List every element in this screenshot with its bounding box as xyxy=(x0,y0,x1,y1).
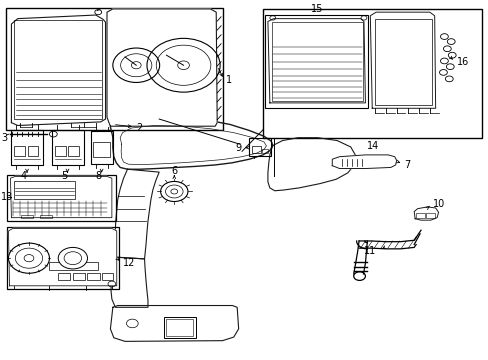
Text: 4: 4 xyxy=(21,171,27,181)
Text: 12: 12 xyxy=(122,258,135,268)
Bar xyxy=(166,319,193,336)
Bar xyxy=(163,317,195,338)
Polygon shape xyxy=(111,257,148,307)
Bar xyxy=(5,8,222,130)
Text: 16: 16 xyxy=(456,57,468,67)
Bar xyxy=(27,145,38,156)
Circle shape xyxy=(160,181,187,202)
Text: 9: 9 xyxy=(235,143,241,153)
Text: 7: 7 xyxy=(403,159,409,170)
Text: 5: 5 xyxy=(61,171,67,181)
Polygon shape xyxy=(110,116,272,169)
Text: 6: 6 xyxy=(171,166,177,176)
Circle shape xyxy=(8,243,49,273)
Text: 15: 15 xyxy=(310,4,322,14)
Bar xyxy=(52,130,83,165)
Bar xyxy=(6,175,116,221)
Bar xyxy=(11,130,43,165)
Bar xyxy=(415,213,424,218)
Bar xyxy=(262,149,267,153)
Text: 3: 3 xyxy=(1,133,7,143)
Bar xyxy=(55,145,65,156)
Polygon shape xyxy=(114,169,159,259)
Polygon shape xyxy=(107,9,217,126)
Polygon shape xyxy=(8,228,117,286)
Polygon shape xyxy=(369,12,435,108)
Bar xyxy=(249,138,271,156)
Bar xyxy=(73,273,85,280)
Bar xyxy=(14,181,75,199)
Polygon shape xyxy=(331,155,396,168)
Text: 13: 13 xyxy=(1,192,13,202)
Text: 8: 8 xyxy=(96,171,102,181)
Polygon shape xyxy=(267,138,355,191)
Text: 11: 11 xyxy=(363,246,375,256)
Text: 10: 10 xyxy=(432,199,444,210)
Bar xyxy=(68,145,79,156)
Bar xyxy=(6,226,119,289)
Bar xyxy=(14,145,25,156)
Circle shape xyxy=(58,247,87,269)
Bar xyxy=(14,21,102,119)
Polygon shape xyxy=(110,306,238,341)
Text: 2: 2 xyxy=(136,123,142,132)
Bar xyxy=(91,131,113,164)
Text: 14: 14 xyxy=(366,140,378,150)
Bar xyxy=(265,15,367,108)
Bar xyxy=(49,262,98,270)
Bar xyxy=(425,213,434,218)
Bar xyxy=(271,22,362,101)
Text: 1: 1 xyxy=(225,75,231,85)
Bar xyxy=(87,273,100,280)
Polygon shape xyxy=(11,15,105,126)
Polygon shape xyxy=(267,19,365,103)
Polygon shape xyxy=(413,207,438,220)
Bar xyxy=(102,273,113,280)
Bar xyxy=(58,273,70,280)
Bar xyxy=(263,9,482,138)
Bar xyxy=(21,215,33,218)
Bar xyxy=(374,19,431,105)
Bar xyxy=(40,215,52,218)
Polygon shape xyxy=(10,176,112,218)
Bar xyxy=(93,142,110,157)
Bar xyxy=(252,145,261,153)
